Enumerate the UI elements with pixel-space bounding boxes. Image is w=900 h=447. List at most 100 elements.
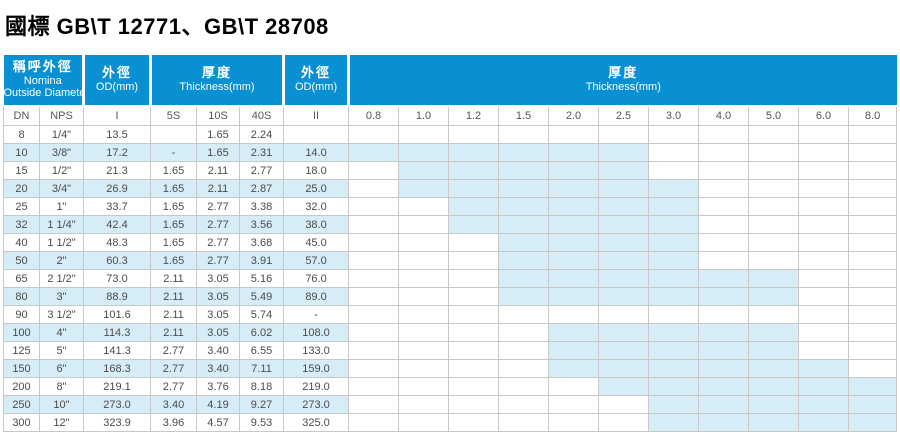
- table-row-dn-90: 90 3 1/2" 101.6 2.11 3.05 5.74-: [3, 305, 898, 324]
- thickness-availability-cell-3.0: [648, 377, 700, 396]
- sch40s-cell: 5.74: [238, 305, 285, 324]
- subheader-10s: 10S: [196, 105, 240, 126]
- thickness-availability-cell-0.8: [348, 269, 400, 288]
- sch10s-cell: 3.76: [196, 377, 240, 396]
- sch5s-cell: 2.77: [150, 377, 197, 396]
- od-series2-cell: 89.0: [283, 287, 350, 306]
- table-row-dn-100: 100 4" 114.3 2.11 3.05 6.02 108.0: [3, 323, 898, 342]
- dn-cell: 50: [3, 251, 40, 270]
- thickness-availability-cell-3.0: [648, 413, 700, 432]
- sch10s-cell: 3.05: [196, 323, 240, 342]
- sch40s-cell: 3.68: [238, 233, 285, 252]
- thickness-availability-cell-5.0: [748, 395, 800, 414]
- table-row-dn-125: 125 5" 141.3 2.77 3.40 6.55 133.0: [3, 341, 898, 360]
- nps-cell: 2 1/2": [39, 269, 84, 288]
- od-series1-cell: 168.3: [83, 359, 151, 378]
- header-en-label: Outside Diameter: [3, 87, 84, 100]
- thickness-availability-cell-1.0: [398, 269, 450, 288]
- header-od-series2: 外徑 OD(mm): [283, 55, 351, 107]
- od-series2-cell: 38.0: [283, 215, 350, 234]
- thickness-availability-cell-6.0: [798, 161, 850, 180]
- thickness-availability-cell-1.2: [448, 125, 500, 144]
- nps-cell: 12": [39, 413, 84, 432]
- thickness-availability-cell-2.5: [598, 143, 650, 162]
- thickness-availability-cell-3.0: [648, 233, 700, 252]
- thickness-availability-cell-2.0: [548, 161, 600, 180]
- sch40s-cell: 3.91: [238, 251, 285, 270]
- thickness-availability-cell-8.0: [848, 269, 898, 288]
- thickness-availability-cell-6.0: [798, 395, 850, 414]
- thickness-availability-cell-1.2: [448, 287, 500, 306]
- thickness-availability-cell-1.5: [498, 233, 550, 252]
- thickness-availability-cell-1.2: [448, 305, 500, 324]
- header-zh-label: 稱呼外徑: [12, 58, 73, 74]
- sch5s-cell: 2.11: [150, 305, 197, 324]
- thickness-availability-cell-8.0: [848, 341, 898, 360]
- nps-cell: 3": [39, 287, 84, 306]
- thickness-availability-cell-4.0: [698, 359, 750, 378]
- od-series2-cell: 14.0: [283, 143, 350, 162]
- thickness-availability-cell-1.0: [398, 179, 450, 198]
- subheader-row: DN NPS I 5S 10S 40S II 0.8 1.0 1.2 1.5 2.0 2.5 3.0 4.0…: [3, 105, 898, 126]
- thickness-availability-cell-2.0: [548, 251, 600, 270]
- sch40s-cell: 3.56: [238, 215, 285, 234]
- thickness-availability-cell-6.0: [798, 215, 850, 234]
- thickness-availability-cell-4.0: [698, 413, 750, 432]
- subheader-dn: DN: [3, 105, 40, 126]
- thickness-availability-cell-0.8: [348, 251, 400, 270]
- thickness-availability-cell-5.0: [748, 377, 800, 396]
- thickness-availability-cell-1.5: [498, 161, 550, 180]
- sch40s-cell: 2.77: [238, 161, 285, 180]
- thickness-availability-cell-2.0: [548, 125, 600, 144]
- thickness-availability-cell-1.2: [448, 233, 500, 252]
- thickness-availability-cell-3.0: [648, 197, 700, 216]
- thickness-availability-cell-1.5: [498, 341, 550, 360]
- thickness-availability-cell-6.0: [798, 341, 850, 360]
- sch10s-cell: 2.77: [196, 233, 240, 252]
- thickness-availability-cell-0.8: [348, 179, 400, 198]
- thickness-availability-cell-3.0: [648, 143, 700, 162]
- thickness-availability-cell-6.0: [798, 197, 850, 216]
- od-series1-cell: 141.3: [83, 341, 151, 360]
- thickness-availability-cell-5.0: [748, 341, 800, 360]
- thickness-availability-cell-2.5: [598, 377, 650, 396]
- sch10s-cell: 1.65: [196, 143, 240, 162]
- thickness-availability-cell-1.5: [498, 395, 550, 414]
- header-od-series1: 外徑 OD(mm): [83, 55, 152, 107]
- dn-cell: 10: [3, 143, 40, 162]
- thickness-availability-cell-0.8: [348, 377, 400, 396]
- thickness-availability-cell-8.0: [848, 287, 898, 306]
- thickness-availability-cell-2.0: [548, 341, 600, 360]
- thickness-availability-cell-1.5: [498, 305, 550, 324]
- table-row-dn-32: 32 1 1/4" 42.4 1.65 2.77 3.56 38.0: [3, 215, 898, 234]
- dn-cell: 25: [3, 197, 40, 216]
- sch40s-cell: 9.53: [238, 413, 285, 432]
- thickness-availability-cell-5.0: [748, 323, 800, 342]
- nps-cell: 1/4": [39, 125, 84, 144]
- thickness-availability-cell-1.0: [398, 413, 450, 432]
- od-series1-cell: 26.9: [83, 179, 151, 198]
- thickness-availability-cell-5.0: [748, 287, 800, 306]
- subheader-2-5: 2.5: [598, 105, 650, 126]
- thickness-availability-cell-5.0: [748, 161, 800, 180]
- thickness-availability-cell-8.0: [848, 125, 898, 144]
- header-zh-label: 厚度: [202, 65, 233, 81]
- subheader-6-0: 6.0: [798, 105, 850, 126]
- subheader-1-5: 1.5: [498, 105, 550, 126]
- thickness-availability-cell-3.0: [648, 269, 700, 288]
- thickness-availability-cell-4.0: [698, 323, 750, 342]
- thickness-availability-cell-5.0: [748, 305, 800, 324]
- thickness-availability-cell-1.5: [498, 377, 550, 396]
- dn-cell: 300: [3, 413, 40, 432]
- thickness-availability-cell-6.0: [798, 269, 850, 288]
- dn-cell: 250: [3, 395, 40, 414]
- header-zh-label: 外徑: [101, 65, 132, 81]
- thickness-availability-cell-4.0: [698, 215, 750, 234]
- thickness-availability-cell-1.0: [398, 323, 450, 342]
- thickness-availability-cell-6.0: [798, 377, 850, 396]
- nps-cell: 3/4": [39, 179, 84, 198]
- od-series2-cell: 32.0: [283, 197, 350, 216]
- thickness-availability-cell-6.0: [798, 143, 850, 162]
- thickness-availability-cell-5.0: [748, 413, 800, 432]
- od-series1-cell: 13.5: [83, 125, 151, 144]
